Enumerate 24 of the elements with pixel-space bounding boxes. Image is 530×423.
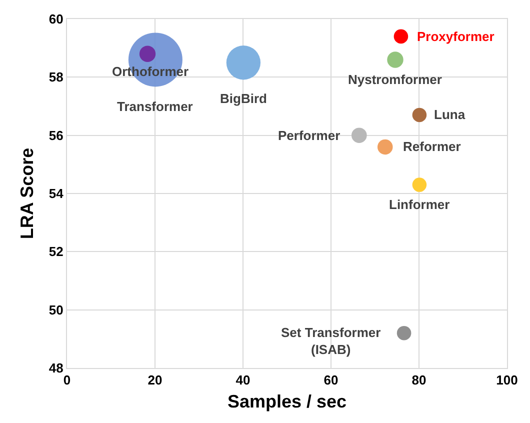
series-label: Proxyformer (417, 29, 494, 44)
series-label: Nystromformer (348, 72, 442, 87)
x-tick-label: 100 (496, 372, 518, 388)
series-label: Reformer (403, 139, 461, 154)
x-tick-label: 60 (324, 372, 338, 388)
x-tick-label: 20 (148, 372, 162, 388)
series-label: Set Transformer (ISAB) (281, 325, 381, 357)
y-tick-label: 58 (48, 70, 64, 85)
series-label: Linformer (389, 197, 450, 212)
x-axis-title: Samples / sec (227, 392, 347, 412)
y-tick-label: 60 (48, 12, 64, 27)
y-axis-title: LRA Score (17, 148, 38, 240)
y-tick-label: 52 (48, 244, 64, 260)
y-tick-label: 50 (48, 302, 64, 318)
series-label: Luna (434, 107, 466, 122)
series-label: Transformer (117, 99, 193, 114)
series-label: Performer (278, 128, 340, 143)
x-tick-label: 0 (63, 372, 71, 388)
series-label: BigBird (220, 91, 267, 106)
y-tick-label: 48 (48, 360, 64, 376)
y-tick-label: 56 (48, 128, 64, 143)
y-tick-label: 54 (48, 186, 64, 202)
x-tick-label: 80 (412, 372, 426, 388)
x-tick-label: 40 (236, 372, 250, 388)
